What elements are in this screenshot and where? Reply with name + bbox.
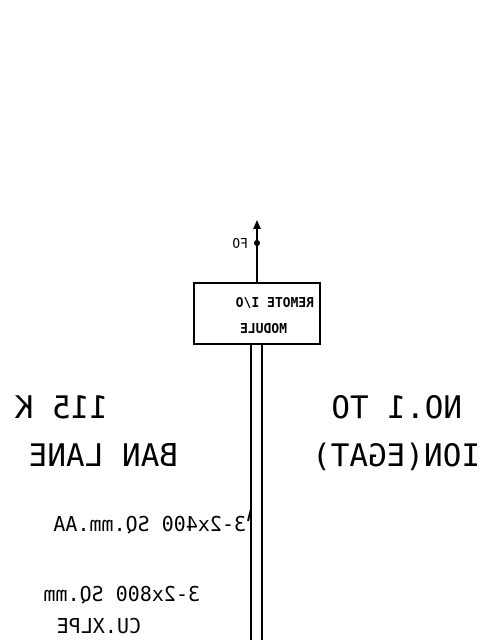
remote-io-module	[193, 282, 321, 345]
cable-2-label-line1: 3-2x800 SQ.mm	[43, 582, 200, 606]
fo-label-text: FO	[232, 237, 248, 252]
fo-node	[254, 240, 260, 246]
cable-1-tick	[247, 508, 252, 522]
cable-2-label-line2: CU.XLPE	[57, 614, 141, 638]
module-label-line2: MODULE	[240, 322, 287, 337]
right-label-line1: NO.1 TO	[331, 390, 462, 426]
module-label-line1: REMOTE I/O	[236, 296, 314, 311]
right-label-line2: ION(EGAT)	[312, 438, 480, 474]
fiber-optic-riser	[253, 220, 261, 282]
module-box	[193, 282, 321, 345]
cable-1-label: 3-2x400 SQ.mm.AA	[53, 512, 246, 536]
vertical-bus	[250, 344, 263, 640]
text-layer: FO REMOTE I/O MODULE 115 K BAN LANE NO.1…	[14, 237, 480, 638]
fo-arrowhead	[253, 220, 261, 229]
left-label-line2: BAN LANE	[29, 438, 178, 474]
left-label-line1: 115 K	[14, 390, 108, 426]
